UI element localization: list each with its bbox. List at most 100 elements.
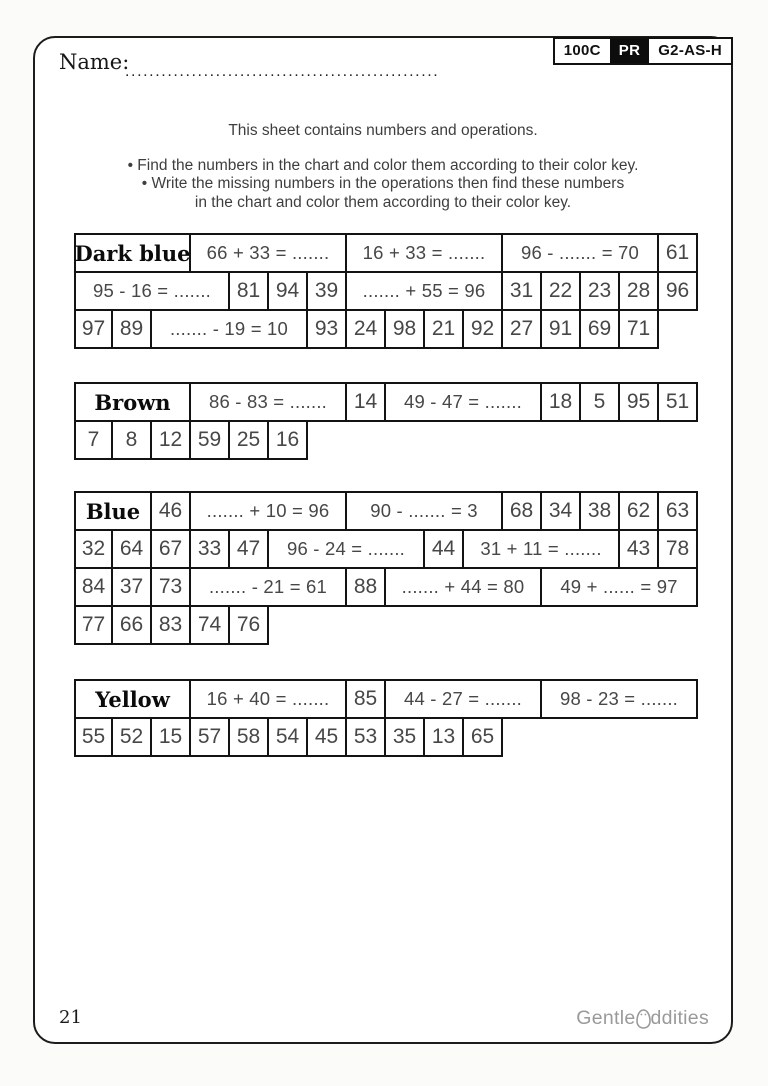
color-key-label: Yellow [74,679,191,719]
operation-cell: ....... - 19 = 10 [152,309,308,349]
number-cell: 16 [269,420,308,460]
worksheet-page: 100C PR G2-AS-H Name: ..................… [33,36,733,1044]
number-cell: 68 [503,491,542,531]
operation-cell: 16 + 33 = ....... [347,233,503,273]
number-cell: 89 [113,309,152,349]
table-yellow: Yellow 16 + 40 = ....... 85 44 - 27 = .....… [74,679,698,757]
number-cell: 32 [74,529,113,569]
operation-cell: 90 - ....... = 3 [347,491,503,531]
table-row: Dark blue 66 + 33 = ....... 16 + 33 = ....… [74,233,698,273]
number-cell: 31 [503,271,542,311]
number-cell: 15 [152,717,191,757]
logo-text-gentle: Gentle [576,1007,636,1029]
number-cell: 67 [152,529,191,569]
instruction-line: • Find the numbers in the chart and colo… [127,156,639,174]
number-cell: 27 [503,309,542,349]
number-cell: 24 [347,309,386,349]
operation-cell: ....... - 21 = 61 [191,567,347,607]
number-cell: 23 [581,271,620,311]
instructions-block: This sheet contains numbers and operatio… [35,122,731,212]
number-cell: 65 [464,717,503,757]
number-cell: 37 [113,567,152,607]
operation-cell: 49 - 47 = ....... [386,382,542,422]
number-cell: 92 [464,309,503,349]
number-cell: 96 [659,271,698,311]
operation-cell: 86 - 83 = ....... [191,382,347,422]
number-cell: 93 [308,309,347,349]
color-key-label: Blue [74,491,152,531]
number-cell: 39 [308,271,347,311]
operation-cell: 96 - ....... = 70 [503,233,659,273]
number-cell: 47 [230,529,269,569]
page-number: 21 [59,1007,82,1028]
number-cell: 95 [620,382,659,422]
instruction-line: in the chart and color them according to… [194,193,572,211]
number-cell: 28 [620,271,659,311]
number-cell: 53 [347,717,386,757]
table-row: 7 8 12 59 25 16 [74,420,698,460]
name-row: Name: ..................................… [59,50,438,80]
operation-cell: ....... + 44 = 80 [386,567,542,607]
number-cell: 7 [74,420,113,460]
operation-cell: 98 - 23 = ....... [542,679,698,719]
table-row: 55 52 15 57 58 54 45 53 35 13 65 [74,717,698,757]
number-cell: 88 [347,567,386,607]
number-cell: 21 [425,309,464,349]
number-cell: 22 [542,271,581,311]
operation-cell: 31 + 11 = ....... [464,529,620,569]
number-cell: 18 [542,382,581,422]
number-cell: 91 [542,309,581,349]
number-cell: 8 [113,420,152,460]
table-row: 32 64 67 33 47 96 - 24 = ....... 44 31 + 11 = .… [74,529,698,569]
number-cell: 14 [347,382,386,422]
number-cell: 85 [347,679,386,719]
operation-cell: 44 - 27 = ....... [386,679,542,719]
number-cell: 13 [425,717,464,757]
publisher-logo: Gentle ddities [576,1007,709,1030]
number-cell: 66 [113,605,152,645]
number-cell: 76 [230,605,269,645]
operation-cell: ....... + 55 = 96 [347,271,503,311]
badge-100c: 100C [563,42,601,59]
logo-text-ddities: ddities [650,1007,709,1029]
number-cell: 33 [191,529,230,569]
number-cell: 84 [74,567,113,607]
number-cell: 46 [152,491,191,531]
badge-pr: PR [609,39,650,63]
operation-cell: 96 - 24 = ....... [269,529,425,569]
number-cell: 51 [659,382,698,422]
color-key-label: Dark blue [74,233,191,273]
table-row: 95 - 16 = ....... 81 94 39....... + 55 = 96… [74,271,698,311]
number-cell: 45 [308,717,347,757]
worksheet-code-badges: 100C PR G2-AS-H [552,37,733,65]
number-cell: 69 [581,309,620,349]
number-cell: 58 [230,717,269,757]
name-fill-line: ........................................… [125,63,440,80]
table-dark-blue: Dark blue 66 + 33 = ....... 16 + 33 = ....… [74,233,698,349]
number-cell: 63 [659,491,698,531]
table-row: Brown 86 - 83 = ....... 14 49 - 47 = ......… [74,382,698,422]
badge-g2-as-h: G2-AS-H [658,42,722,59]
number-cell: 71 [620,309,659,349]
number-cell: 57 [191,717,230,757]
number-cell: 12 [152,420,191,460]
number-cell: 74 [191,605,230,645]
number-cell: 43 [620,529,659,569]
color-key-label: Brown [74,382,191,422]
operation-cell: 66 + 33 = ....... [191,233,347,273]
number-cell: 5 [581,382,620,422]
table-row: 84 37 73....... - 21 = 61 88....... + 44 = … [74,567,698,607]
number-cell: 25 [230,420,269,460]
number-cell: 62 [620,491,659,531]
number-cell: 83 [152,605,191,645]
operation-cell: 16 + 40 = ....... [191,679,347,719]
number-cell: 52 [113,717,152,757]
instructions-title: This sheet contains numbers and operatio… [228,122,538,139]
number-cell: 34 [542,491,581,531]
number-cell: 97 [74,309,113,349]
number-cell: 81 [230,271,269,311]
number-cell: 77 [74,605,113,645]
instruction-line: • Write the missing numbers in the opera… [141,175,625,192]
